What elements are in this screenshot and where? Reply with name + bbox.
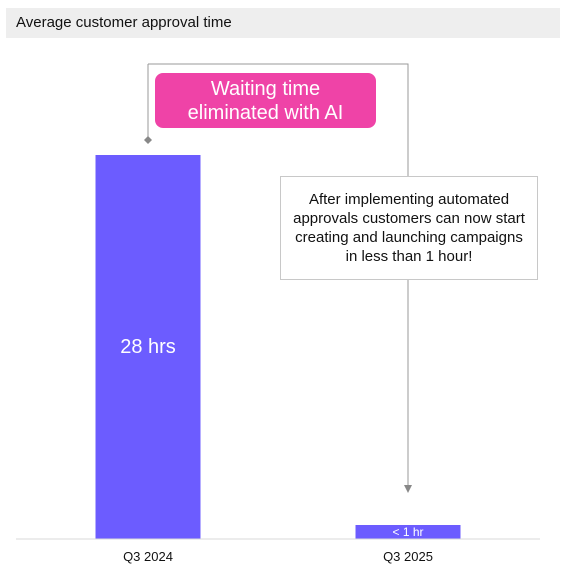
- bar-q3-2025: [355, 525, 461, 539]
- bar-q3-2024: [95, 155, 201, 539]
- x-axis-category-label: Q3 2025: [383, 549, 433, 564]
- bars-layer: [95, 155, 461, 539]
- chart-header: Average customer approval time: [6, 8, 560, 38]
- top-connector-line: [148, 63, 409, 176]
- chart-title: Average customer approval time: [16, 14, 232, 31]
- x-axis-category-label: Q3 2024: [123, 549, 173, 564]
- connector-arrow-marker: [404, 485, 412, 493]
- note-callout: After implementing automated approvals c…: [280, 176, 538, 280]
- connector-diamond-marker: [144, 136, 152, 144]
- highlight-callout: Waiting time eliminated with AI: [155, 73, 376, 128]
